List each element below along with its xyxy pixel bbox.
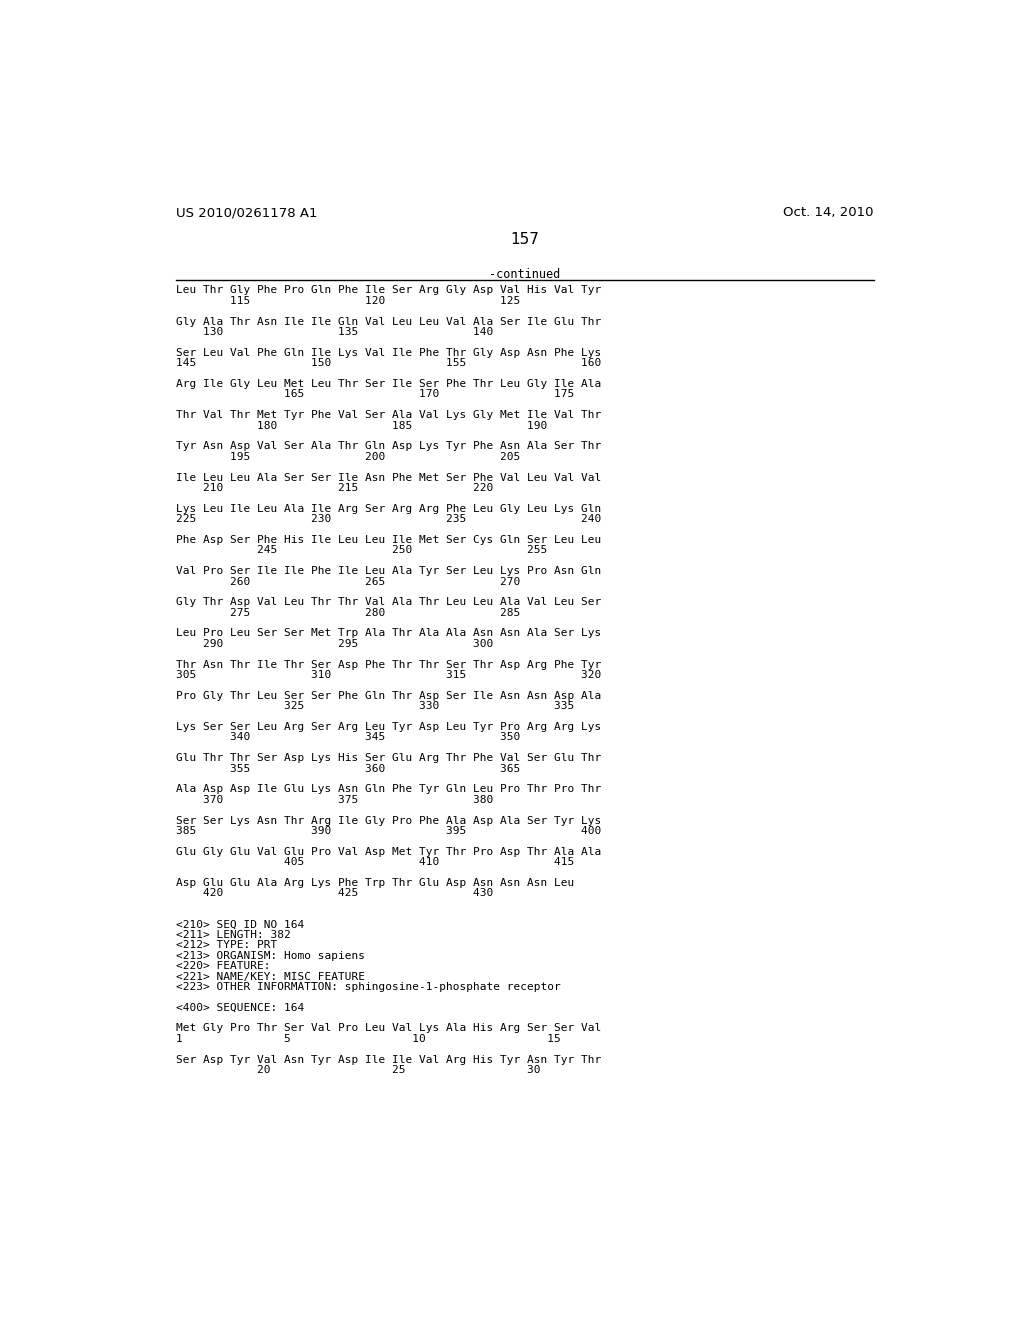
Text: 145                 150                 155                 160: 145 150 155 160: [176, 358, 601, 368]
Text: <211> LENGTH: 382: <211> LENGTH: 382: [176, 929, 291, 940]
Text: 115                 120                 125: 115 120 125: [176, 296, 520, 306]
Text: <220> FEATURE:: <220> FEATURE:: [176, 961, 270, 972]
Text: 420                 425                 430: 420 425 430: [176, 888, 494, 899]
Text: Ile Leu Leu Ala Ser Ser Ile Asn Phe Met Ser Phe Val Leu Val Val: Ile Leu Leu Ala Ser Ser Ile Asn Phe Met …: [176, 473, 601, 483]
Text: Arg Ile Gly Leu Met Leu Thr Ser Ile Ser Phe Thr Leu Gly Ile Ala: Arg Ile Gly Leu Met Leu Thr Ser Ile Ser …: [176, 379, 601, 389]
Text: Lys Ser Ser Leu Arg Ser Arg Leu Tyr Asp Leu Tyr Pro Arg Arg Lys: Lys Ser Ser Leu Arg Ser Arg Leu Tyr Asp …: [176, 722, 601, 733]
Text: Ser Leu Val Phe Gln Ile Lys Val Ile Phe Thr Gly Asp Asn Phe Lys: Ser Leu Val Phe Gln Ile Lys Val Ile Phe …: [176, 348, 601, 358]
Text: 355                 360                 365: 355 360 365: [176, 763, 520, 774]
Text: 225                 230                 235                 240: 225 230 235 240: [176, 515, 601, 524]
Text: 157: 157: [510, 231, 540, 247]
Text: 405                 410                 415: 405 410 415: [176, 857, 574, 867]
Text: Glu Thr Thr Ser Asp Lys His Ser Glu Arg Thr Phe Val Ser Glu Thr: Glu Thr Thr Ser Asp Lys His Ser Glu Arg …: [176, 754, 601, 763]
Text: Phe Asp Ser Phe His Ile Leu Leu Ile Met Ser Cys Gln Ser Leu Leu: Phe Asp Ser Phe His Ile Leu Leu Ile Met …: [176, 535, 601, 545]
Text: <213> ORGANISM: Homo sapiens: <213> ORGANISM: Homo sapiens: [176, 950, 365, 961]
Text: 260                 265                 270: 260 265 270: [176, 577, 520, 586]
Text: Leu Thr Gly Phe Pro Gln Phe Ile Ser Arg Gly Asp Val His Val Tyr: Leu Thr Gly Phe Pro Gln Phe Ile Ser Arg …: [176, 285, 601, 296]
Text: Val Pro Ser Ile Ile Phe Ile Leu Ala Tyr Ser Leu Lys Pro Asn Gln: Val Pro Ser Ile Ile Phe Ile Leu Ala Tyr …: [176, 566, 601, 576]
Text: 290                 295                 300: 290 295 300: [176, 639, 494, 649]
Text: 20                  25                  30: 20 25 30: [176, 1065, 541, 1074]
Text: Lys Leu Ile Leu Ala Ile Arg Ser Arg Arg Phe Leu Gly Leu Lys Gln: Lys Leu Ile Leu Ala Ile Arg Ser Arg Arg …: [176, 504, 601, 513]
Text: Ser Asp Tyr Val Asn Tyr Asp Ile Ile Val Arg His Tyr Asn Tyr Thr: Ser Asp Tyr Val Asn Tyr Asp Ile Ile Val …: [176, 1055, 601, 1065]
Text: US 2010/0261178 A1: US 2010/0261178 A1: [176, 206, 317, 219]
Text: Thr Asn Thr Ile Thr Ser Asp Phe Thr Thr Ser Thr Asp Arg Phe Tyr: Thr Asn Thr Ile Thr Ser Asp Phe Thr Thr …: [176, 660, 601, 669]
Text: Oct. 14, 2010: Oct. 14, 2010: [783, 206, 873, 219]
Text: 370                 375                 380: 370 375 380: [176, 795, 494, 805]
Text: 210                 215                 220: 210 215 220: [176, 483, 494, 492]
Text: Met Gly Pro Thr Ser Val Pro Leu Val Lys Ala His Arg Ser Ser Val: Met Gly Pro Thr Ser Val Pro Leu Val Lys …: [176, 1023, 601, 1034]
Text: Pro Gly Thr Leu Ser Ser Phe Gln Thr Asp Ser Ile Asn Asn Asp Ala: Pro Gly Thr Leu Ser Ser Phe Gln Thr Asp …: [176, 690, 601, 701]
Text: 1               5                  10                  15: 1 5 10 15: [176, 1034, 561, 1044]
Text: <210> SEQ ID NO 164: <210> SEQ ID NO 164: [176, 920, 304, 929]
Text: Ser Ser Lys Asn Thr Arg Ile Gly Pro Phe Ala Asp Ala Ser Tyr Lys: Ser Ser Lys Asn Thr Arg Ile Gly Pro Phe …: [176, 816, 601, 825]
Text: 130                 135                 140: 130 135 140: [176, 327, 494, 337]
Text: Gly Ala Thr Asn Ile Ile Gln Val Leu Leu Val Ala Ser Ile Glu Thr: Gly Ala Thr Asn Ile Ile Gln Val Leu Leu …: [176, 317, 601, 326]
Text: Tyr Asn Asp Val Ser Ala Thr Gln Asp Lys Tyr Phe Asn Ala Ser Thr: Tyr Asn Asp Val Ser Ala Thr Gln Asp Lys …: [176, 441, 601, 451]
Text: 245                 250                 255: 245 250 255: [176, 545, 547, 556]
Text: 385                 390                 395                 400: 385 390 395 400: [176, 826, 601, 836]
Text: <400> SEQUENCE: 164: <400> SEQUENCE: 164: [176, 1003, 304, 1012]
Text: Ala Asp Asp Ile Glu Lys Asn Gln Phe Tyr Gln Leu Pro Thr Pro Thr: Ala Asp Asp Ile Glu Lys Asn Gln Phe Tyr …: [176, 784, 601, 795]
Text: Leu Pro Leu Ser Ser Met Trp Ala Thr Ala Ala Asn Asn Ala Ser Lys: Leu Pro Leu Ser Ser Met Trp Ala Thr Ala …: [176, 628, 601, 639]
Text: Gly Thr Asp Val Leu Thr Thr Val Ala Thr Leu Leu Ala Val Leu Ser: Gly Thr Asp Val Leu Thr Thr Val Ala Thr …: [176, 598, 601, 607]
Text: <221> NAME/KEY: MISC_FEATURE: <221> NAME/KEY: MISC_FEATURE: [176, 972, 365, 982]
Text: <223> OTHER INFORMATION: sphingosine-1-phosphate receptor: <223> OTHER INFORMATION: sphingosine-1-p…: [176, 982, 561, 991]
Text: <212> TYPE: PRT: <212> TYPE: PRT: [176, 940, 278, 950]
Text: -continued: -continued: [489, 268, 560, 281]
Text: 305                 310                 315                 320: 305 310 315 320: [176, 671, 601, 680]
Text: 180                 185                 190: 180 185 190: [176, 421, 547, 430]
Text: 165                 170                 175: 165 170 175: [176, 389, 574, 400]
Text: Thr Val Thr Met Tyr Phe Val Ser Ala Val Lys Gly Met Ile Val Thr: Thr Val Thr Met Tyr Phe Val Ser Ala Val …: [176, 411, 601, 420]
Text: 340                 345                 350: 340 345 350: [176, 733, 520, 742]
Text: 195                 200                 205: 195 200 205: [176, 451, 520, 462]
Text: Asp Glu Glu Ala Arg Lys Phe Trp Thr Glu Asp Asn Asn Asn Leu: Asp Glu Glu Ala Arg Lys Phe Trp Thr Glu …: [176, 878, 574, 888]
Text: 325                 330                 335: 325 330 335: [176, 701, 574, 711]
Text: 275                 280                 285: 275 280 285: [176, 607, 520, 618]
Text: Glu Gly Glu Val Glu Pro Val Asp Met Tyr Thr Pro Asp Thr Ala Ala: Glu Gly Glu Val Glu Pro Val Asp Met Tyr …: [176, 847, 601, 857]
